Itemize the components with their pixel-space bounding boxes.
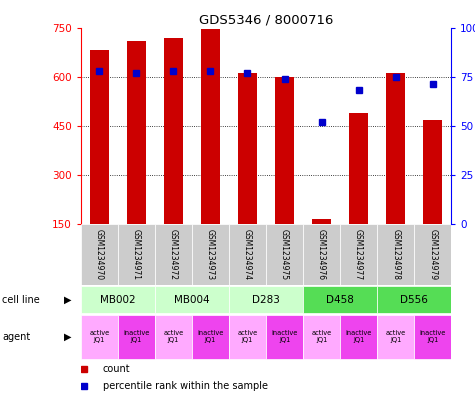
Text: count: count: [103, 364, 131, 374]
Text: MB004: MB004: [174, 295, 210, 305]
Bar: [164, 38, 182, 224]
Bar: [377, 286, 451, 313]
Text: GSM1234979: GSM1234979: [428, 229, 437, 280]
Text: inactive
JQ1: inactive JQ1: [123, 331, 150, 343]
Bar: [377, 224, 414, 285]
Bar: [340, 224, 377, 285]
Bar: [229, 286, 303, 313]
Bar: [303, 286, 377, 313]
Text: D458: D458: [326, 295, 354, 305]
Bar: [90, 50, 108, 224]
Title: GDS5346 / 8000716: GDS5346 / 8000716: [199, 13, 333, 26]
Text: D556: D556: [400, 295, 428, 305]
Bar: [81, 224, 118, 285]
Bar: [414, 224, 451, 285]
Bar: [118, 315, 155, 359]
Text: agent: agent: [2, 332, 30, 342]
Text: GSM1234976: GSM1234976: [317, 229, 326, 280]
Bar: [118, 224, 155, 285]
Bar: [350, 113, 368, 224]
Bar: [81, 315, 118, 359]
Text: GSM1234974: GSM1234974: [243, 229, 252, 280]
Bar: [81, 286, 155, 313]
Text: inactive
JQ1: inactive JQ1: [271, 331, 298, 343]
Bar: [238, 73, 256, 224]
Bar: [155, 224, 192, 285]
Bar: [424, 120, 442, 224]
Bar: [127, 40, 145, 224]
Text: GSM1234972: GSM1234972: [169, 229, 178, 280]
Text: D283: D283: [252, 295, 280, 305]
Text: inactive
JQ1: inactive JQ1: [345, 331, 372, 343]
Bar: [313, 219, 331, 224]
Text: GSM1234973: GSM1234973: [206, 229, 215, 280]
Text: active
JQ1: active JQ1: [312, 331, 332, 343]
Bar: [414, 315, 451, 359]
Text: ▶: ▶: [64, 332, 72, 342]
Bar: [155, 286, 229, 313]
Bar: [266, 315, 303, 359]
Bar: [387, 73, 405, 224]
Text: percentile rank within the sample: percentile rank within the sample: [103, 381, 268, 391]
Bar: [340, 315, 377, 359]
Bar: [201, 29, 219, 224]
Bar: [266, 224, 303, 285]
Text: GSM1234971: GSM1234971: [132, 229, 141, 280]
Text: GSM1234975: GSM1234975: [280, 229, 289, 280]
Text: cell line: cell line: [2, 295, 40, 305]
Bar: [276, 77, 294, 224]
Bar: [192, 315, 229, 359]
Text: GSM1234978: GSM1234978: [391, 229, 400, 280]
Text: active
JQ1: active JQ1: [89, 331, 109, 343]
Bar: [229, 224, 266, 285]
Text: GSM1234977: GSM1234977: [354, 229, 363, 280]
Bar: [192, 224, 229, 285]
Text: active
JQ1: active JQ1: [386, 331, 406, 343]
Text: ▶: ▶: [64, 295, 72, 305]
Bar: [303, 315, 340, 359]
Text: MB002: MB002: [100, 295, 136, 305]
Bar: [155, 315, 192, 359]
Bar: [377, 315, 414, 359]
Text: active
JQ1: active JQ1: [238, 331, 257, 343]
Text: GSM1234970: GSM1234970: [95, 229, 104, 280]
Text: inactive
JQ1: inactive JQ1: [197, 331, 224, 343]
Bar: [229, 315, 266, 359]
Bar: [303, 224, 340, 285]
Text: inactive
JQ1: inactive JQ1: [419, 331, 446, 343]
Text: active
JQ1: active JQ1: [163, 331, 183, 343]
